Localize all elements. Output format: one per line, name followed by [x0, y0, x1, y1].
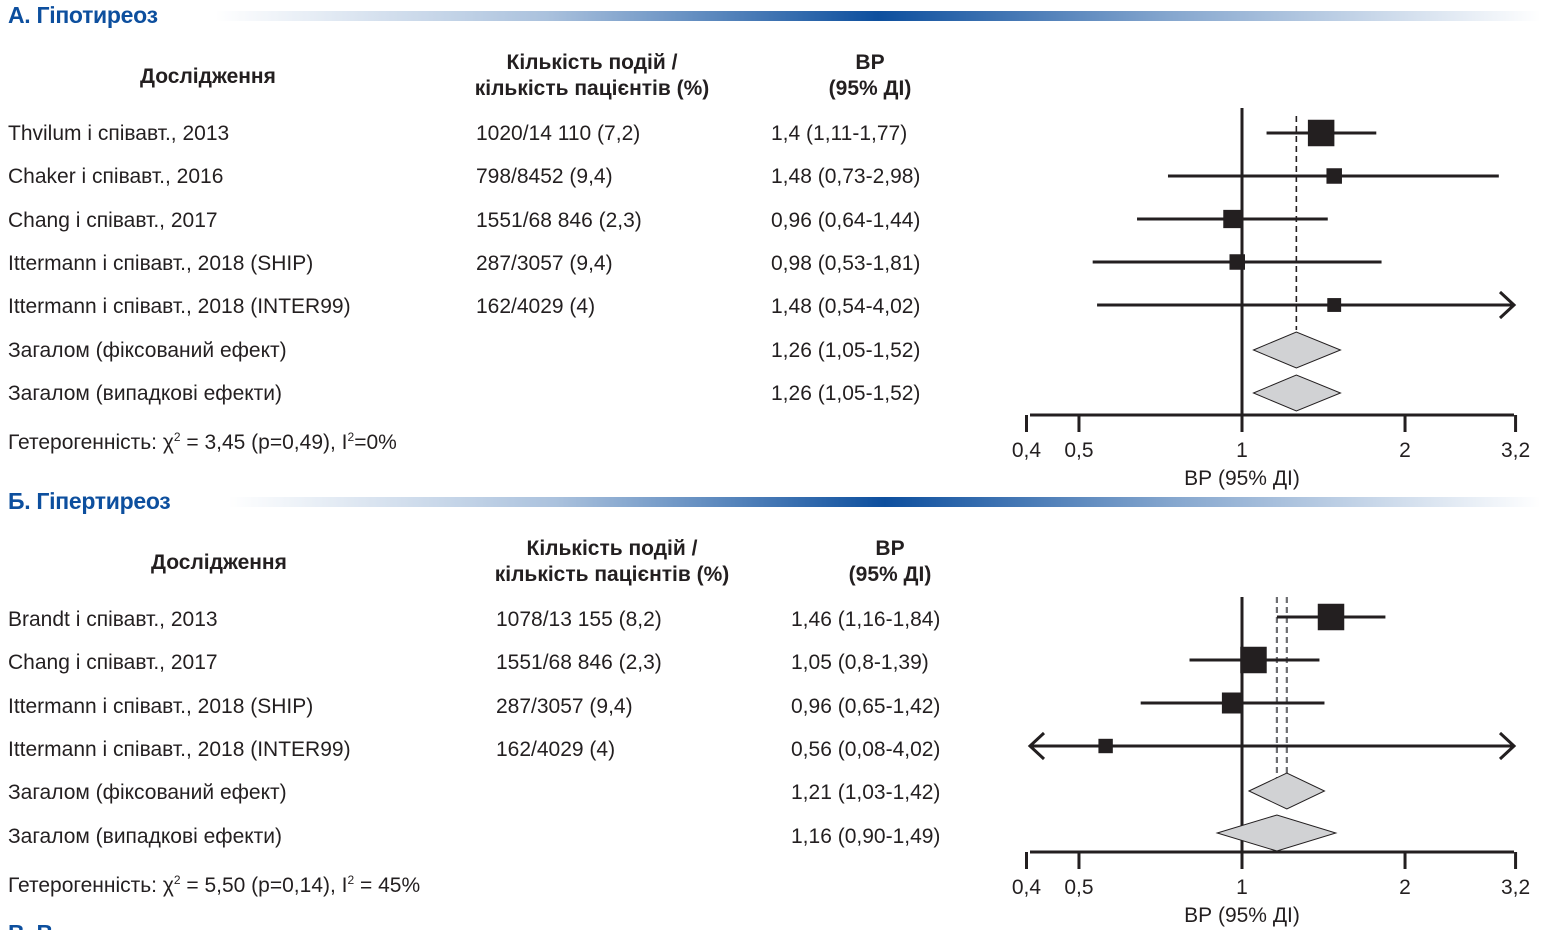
study-name: Загалом (випадкові ефекти) [8, 381, 283, 405]
rr-value: 1,4 (1,11-1,77) [771, 122, 908, 145]
pooled-diamond [1252, 374, 1342, 412]
column-header-rr-line1: ВР [875, 537, 905, 560]
study-point-estimate [1326, 168, 1342, 184]
rr-value: 1,26 (1,05-1,52) [771, 338, 921, 362]
het-prefix: Гетерогенність: χ [8, 874, 174, 897]
study-name: Загалом (випадкові ефекти) [8, 824, 283, 848]
panel-hypothyroidism: А. Гіпотиреоз Дослідження Кількість поді… [8, 2, 1541, 456]
panel-heading: А. Гіпотиреоз [8, 2, 158, 28]
heterogeneity-stat: Гетерогенність: χ2 = 5,50 (p=0,14), I2 =… [8, 867, 420, 899]
x-tick-label: 2 [1399, 439, 1411, 462]
study-point-estimate [1223, 209, 1242, 229]
events-count: 162/4029 (4) [496, 737, 616, 761]
pooled-diamond [1215, 814, 1338, 852]
study-point-estimate [1317, 603, 1345, 631]
study-name: Ittermann і співавт., 2018 (SHIP) [8, 694, 314, 718]
x-tick-label: 0,4 [1012, 876, 1042, 899]
heterogeneity-stat: Гетерогенність: χ2 = 3,45 (p=0,49), I2=0… [8, 424, 397, 456]
het-sup: 2 [173, 873, 181, 887]
events-count: 798/8452 (9,4) [476, 165, 613, 189]
rr-value: 1,21 (1,03-1,42) [791, 781, 941, 805]
column-header-rr-line2: (95% ДІ) [848, 563, 932, 586]
column-header-study: Дослідження [151, 551, 287, 574]
study-name: Ittermann і співавт., 2018 (SHIP) [8, 251, 314, 275]
arrow-right-icon [1498, 290, 1517, 320]
rr-value: 1,05 (0,8-1,39) [791, 651, 929, 675]
het-suffix: = 45% [354, 874, 421, 897]
rr-value: 1,46 (1,16-1,84) [791, 608, 941, 631]
column-header-events-line2: кількість пацієнтів (%) [494, 563, 730, 586]
events-count: 287/3057 (9,4) [496, 694, 633, 718]
rr-value: 0,96 (0,65-1,42) [791, 694, 941, 718]
study-point-estimate [1240, 646, 1267, 674]
pooled-diamond [1247, 772, 1326, 810]
het-sup: 2 [173, 430, 181, 444]
study-name: Ittermann і співавт., 2018 (INTER99) [8, 737, 351, 761]
x-tick-label: 0,4 [1012, 439, 1042, 462]
study-point-estimate [1307, 119, 1335, 147]
het-mid: = 5,50 (p=0,14), I [180, 874, 348, 897]
panel-hyperthyroidism: Б. Гіпертиреоз Дослідження Кількість под… [0, 486, 1541, 930]
panel-heading-partial-text: В. В... [8, 920, 71, 930]
rr-value: 1,48 (0,54-4,02) [771, 295, 921, 319]
study-name: Chang і співавт., 2017 [8, 651, 218, 675]
column-header-events-line2: кількість пацієнтів (%) [474, 77, 710, 100]
het-prefix: Гетерогенність: χ [8, 431, 174, 454]
rr-value: 1,16 (0,90-1,49) [791, 824, 941, 848]
x-tick-label: 0,5 [1064, 876, 1093, 899]
panel-heading-partial: В. В... [8, 920, 71, 930]
arrow-left-icon [1027, 731, 1046, 761]
x-tick-label: 0,5 [1064, 439, 1093, 462]
het-sup: 2 [347, 873, 355, 887]
x-tick-label: 2 [1399, 876, 1411, 899]
arrow-right-icon [1498, 731, 1517, 761]
heading-rule [215, 11, 1541, 21]
rr-value: 0,98 (0,53-1,81) [771, 251, 921, 275]
events-count: 162/4029 (4) [476, 295, 596, 319]
events-count: 1020/14 110 (7,2) [476, 122, 641, 145]
study-point-estimate [1221, 692, 1243, 714]
x-tick-label: 1 [1236, 439, 1248, 462]
study-point-estimate [1098, 738, 1113, 754]
x-axis-title: ВР (95% ДІ) [1184, 467, 1300, 490]
column-header-rr: ВР (95% ДІ) [800, 50, 940, 102]
study-name: Ittermann і співавт., 2018 (INTER99) [8, 295, 351, 319]
study-name: Brandt і співавт., 2013 [8, 608, 218, 631]
column-header-events: Кількість подій / кількість пацієнтів (%… [476, 536, 748, 588]
x-tick-label: 1 [1236, 876, 1248, 899]
het-mid: = 3,45 (p=0,49), I [180, 431, 348, 454]
x-tick-label: 3,2 [1501, 876, 1530, 899]
rr-value: 1,48 (0,73-2,98) [771, 165, 921, 189]
column-header-events-line1: Кількість подій / [526, 537, 698, 560]
rr-value: 1,26 (1,05-1,52) [771, 381, 921, 405]
study-point-estimate [1327, 298, 1342, 312]
study-name: Загалом (фіксований ефект) [8, 338, 287, 362]
pooled-diamond [1252, 331, 1342, 369]
study-name: Загалом (фіксований ефект) [8, 781, 287, 805]
column-header-rr-line1: ВР [855, 51, 885, 74]
column-header-events: Кількість подій / кількість пацієнтів (%… [456, 50, 728, 102]
column-header-rr-line2: (95% ДІ) [828, 77, 912, 100]
column-header-events-line1: Кількість подій / [506, 51, 678, 74]
events-count: 1078/13 155 (8,2) [496, 608, 662, 631]
het-suffix: =0% [354, 431, 397, 454]
x-tick-label: 3,2 [1501, 439, 1530, 462]
study-name: Thvilum і співавт., 2013 [8, 122, 230, 145]
rr-value: 0,56 (0,08-4,02) [791, 737, 941, 761]
column-header-study: Дослідження [140, 65, 276, 88]
column-header-rr: ВР (95% ДІ) [820, 536, 960, 588]
events-count: 1551/68 846 (2,3) [496, 651, 662, 675]
events-count: 1551/68 846 (2,3) [476, 208, 642, 232]
x-axis-title: ВР (95% ДІ) [1184, 904, 1300, 927]
panel-heading: Б. Гіпертиреоз [8, 488, 171, 514]
het-sup: 2 [347, 430, 355, 444]
rr-value: 0,96 (0,64-1,44) [771, 208, 921, 232]
study-name: Chaker і співавт., 2016 [8, 165, 224, 189]
study-point-estimate [1229, 254, 1245, 270]
heading-rule [228, 497, 1541, 507]
study-name: Chang і співавт., 2017 [8, 208, 218, 232]
events-count: 287/3057 (9,4) [476, 251, 613, 275]
